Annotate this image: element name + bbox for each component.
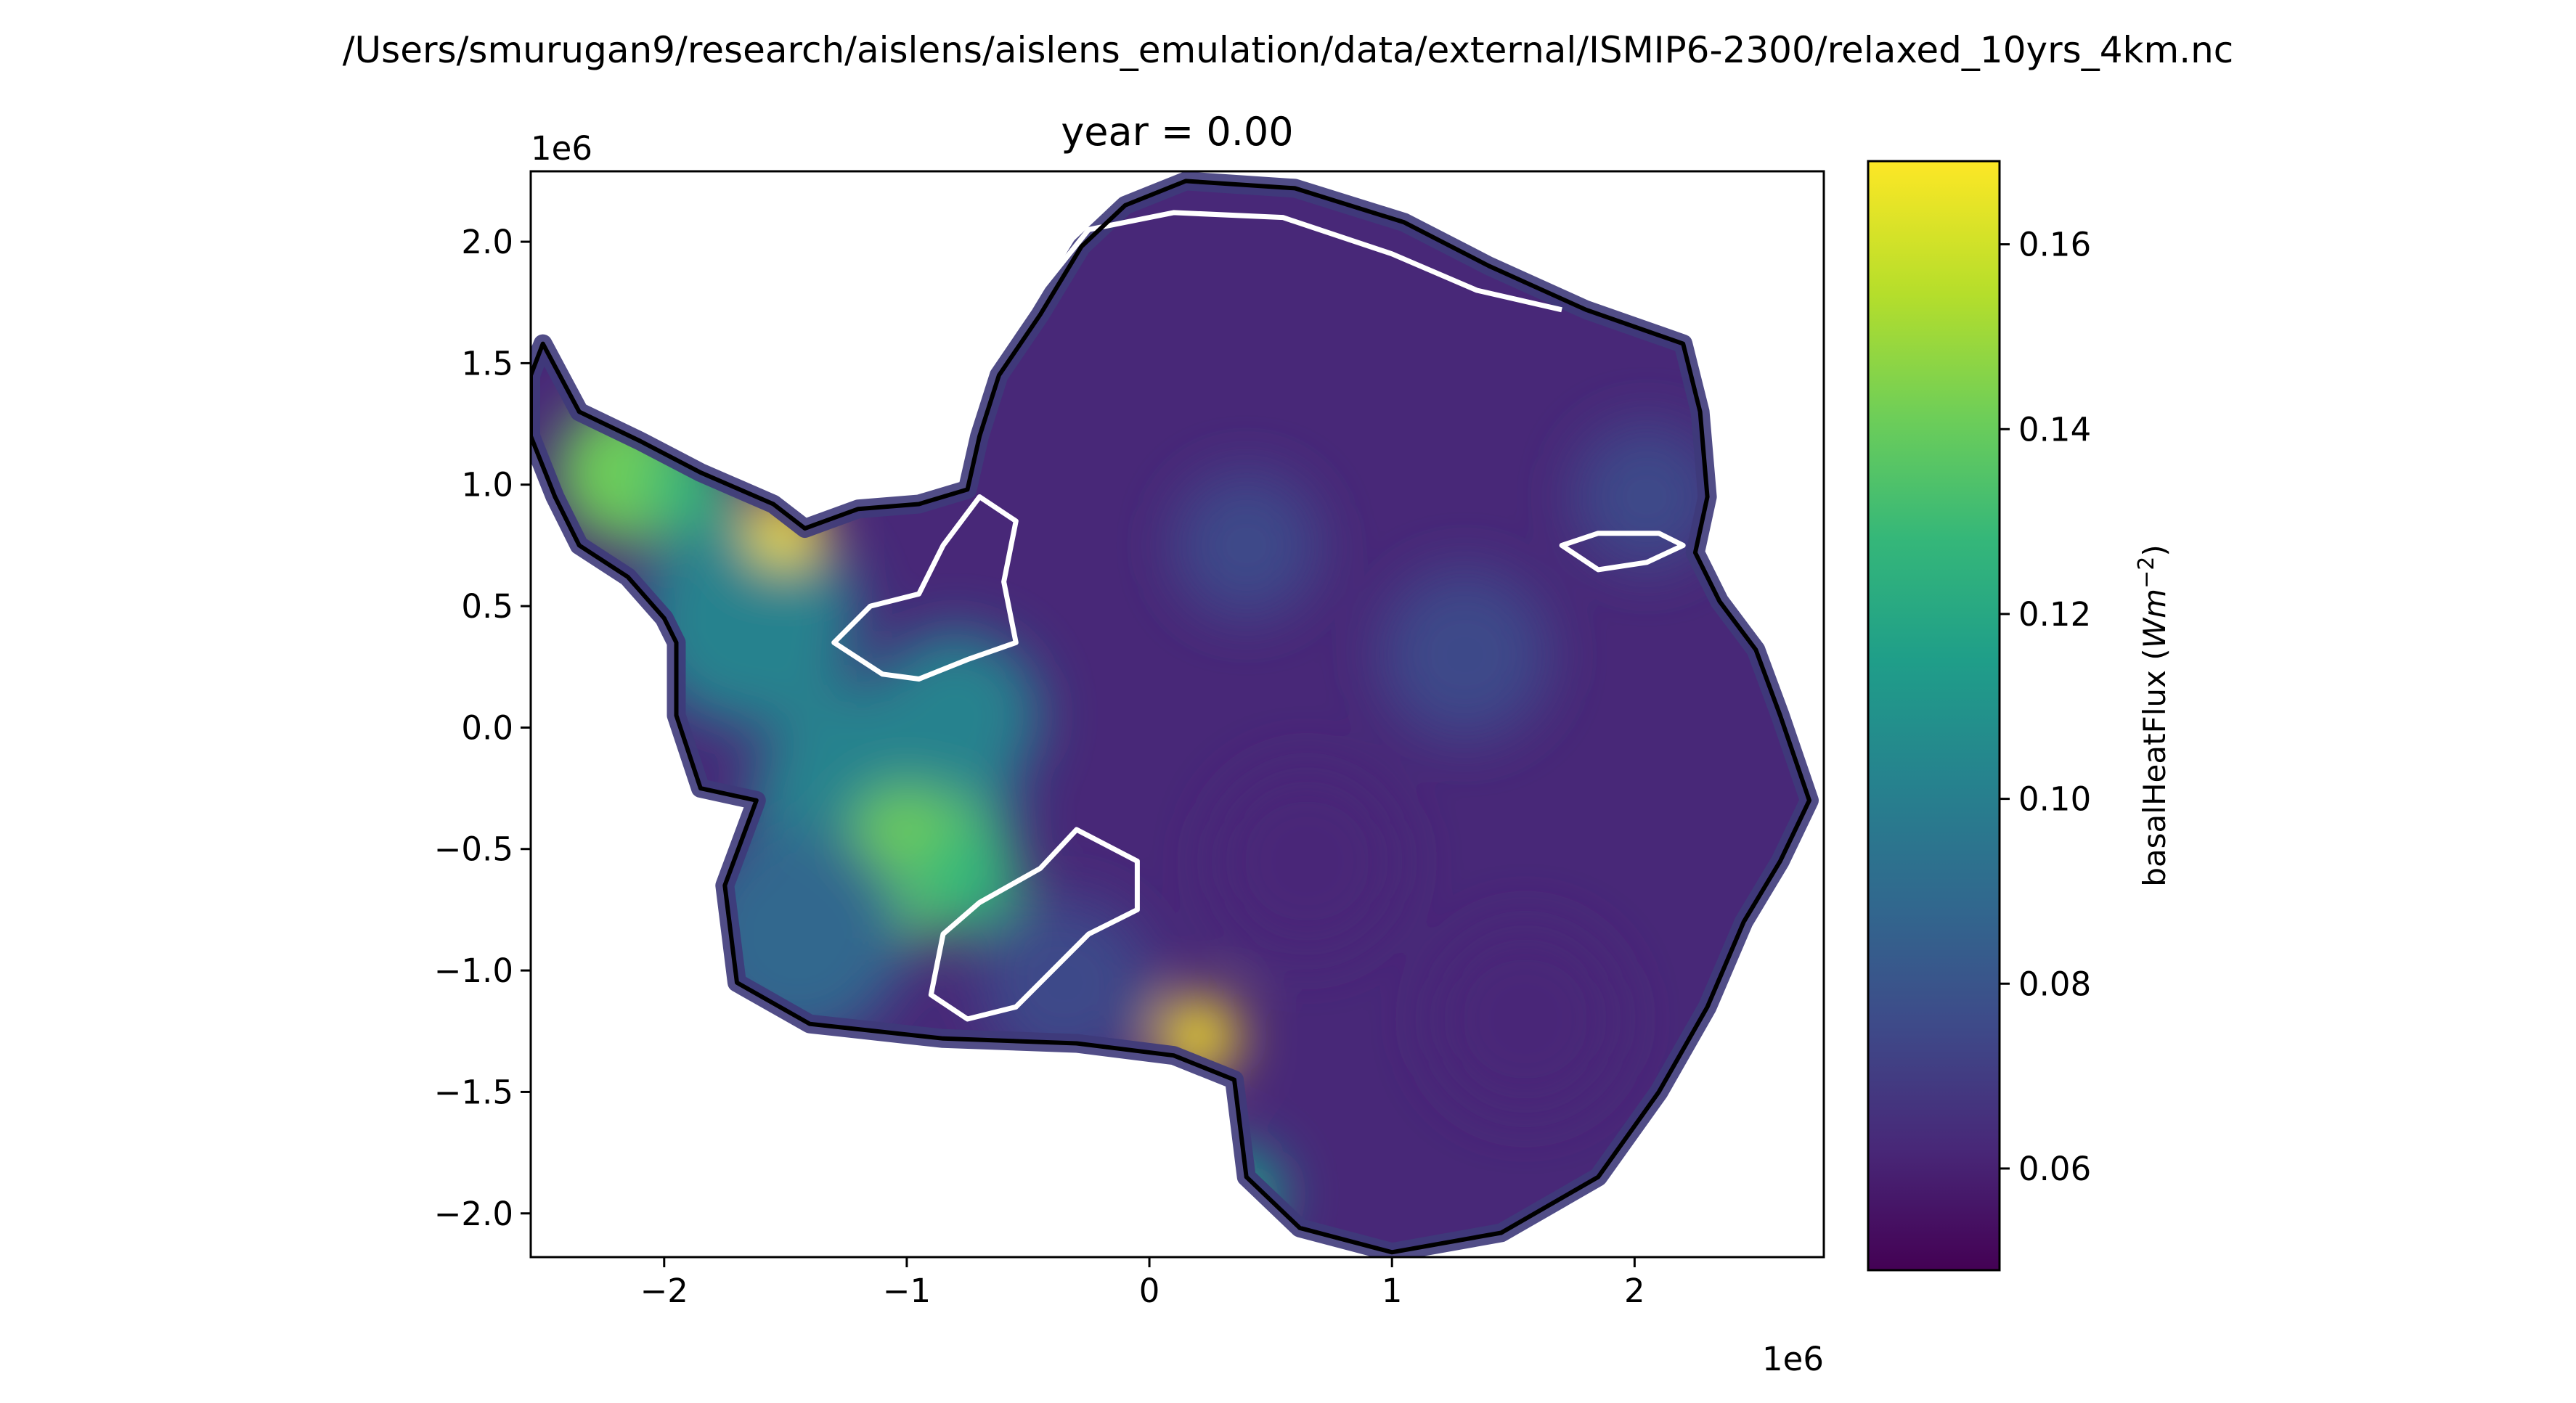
x-tick-label: 0 (1139, 1272, 1160, 1310)
x-axis: −2 −1 0 1 2 (640, 1257, 1645, 1310)
grounding-line (1559, 531, 1686, 573)
field-hotspot (1379, 570, 1550, 740)
field-hotspot (979, 897, 1150, 1068)
y-tick-label: 1.5 (461, 344, 513, 383)
y-tick-label: 1.0 (461, 466, 513, 504)
y-tick-label: −2.0 (434, 1195, 513, 1233)
colorbar-tick-label: 0.14 (2018, 410, 2091, 449)
y-tick-label: −1.5 (434, 1073, 513, 1111)
calving-front-line (531, 179, 1811, 1255)
y-tick-label: 2.0 (461, 223, 513, 261)
field-hotspot (1173, 473, 1319, 618)
colorbar-tick-label: 0.16 (2018, 226, 2091, 264)
field-hotspot (640, 509, 859, 728)
colorbar-tick-label: 0.08 (2018, 965, 2091, 1003)
grounding-lines (831, 210, 1686, 1022)
heatmap-field (531, 171, 1819, 1257)
y-tick-label: 0.0 (461, 708, 513, 747)
colorbar-ticks: 0.06 0.08 0.10 0.12 0.14 0.16 (2000, 226, 2091, 1188)
field-hotspot (1428, 922, 1623, 1116)
x-offset-text: 1e6 (1762, 1340, 1824, 1378)
colorbar-gradient (1867, 160, 2001, 1272)
chart-title: year = 0.00 (1061, 109, 1293, 155)
field-hotspot (913, 825, 1021, 932)
x-tick-label: −2 (640, 1272, 688, 1310)
figure-suptitle: /Users/smurugan9/research/aislens/aislen… (343, 29, 2234, 71)
grounding-line (928, 827, 1140, 1022)
colorbar-tick-label: 0.06 (2018, 1150, 2091, 1188)
y-axis: 2.0 1.5 1.0 0.5 0.0 −0.5 −1.0 −1.5 −2.0 (434, 223, 531, 1233)
grounding-line (831, 494, 1019, 682)
colorbar: 0.06 0.08 0.10 0.12 0.14 0.16 basalHeatFlux (… (1867, 160, 2172, 1272)
x-tick-label: −1 (883, 1272, 931, 1310)
field-hotspot (1210, 764, 1404, 959)
y-tick-label: −1.0 (434, 952, 513, 990)
field-hotspot (870, 630, 1040, 801)
colorbar-tick-label: 0.10 (2018, 780, 2091, 819)
x-tick-label: 1 (1382, 1272, 1403, 1310)
y-tick-label: 0.5 (461, 587, 513, 626)
colorbar-tick-label: 0.12 (2018, 595, 2091, 634)
y-offset-text: 1e6 (531, 129, 592, 168)
axes-frame (529, 170, 1825, 1259)
colorbar-label: basalHeatFlux (Wm−2) (2134, 544, 2172, 886)
grounding-line (1038, 210, 1562, 313)
x-tick-label: 2 (1624, 1272, 1645, 1310)
y-tick-label: −0.5 (434, 830, 513, 869)
